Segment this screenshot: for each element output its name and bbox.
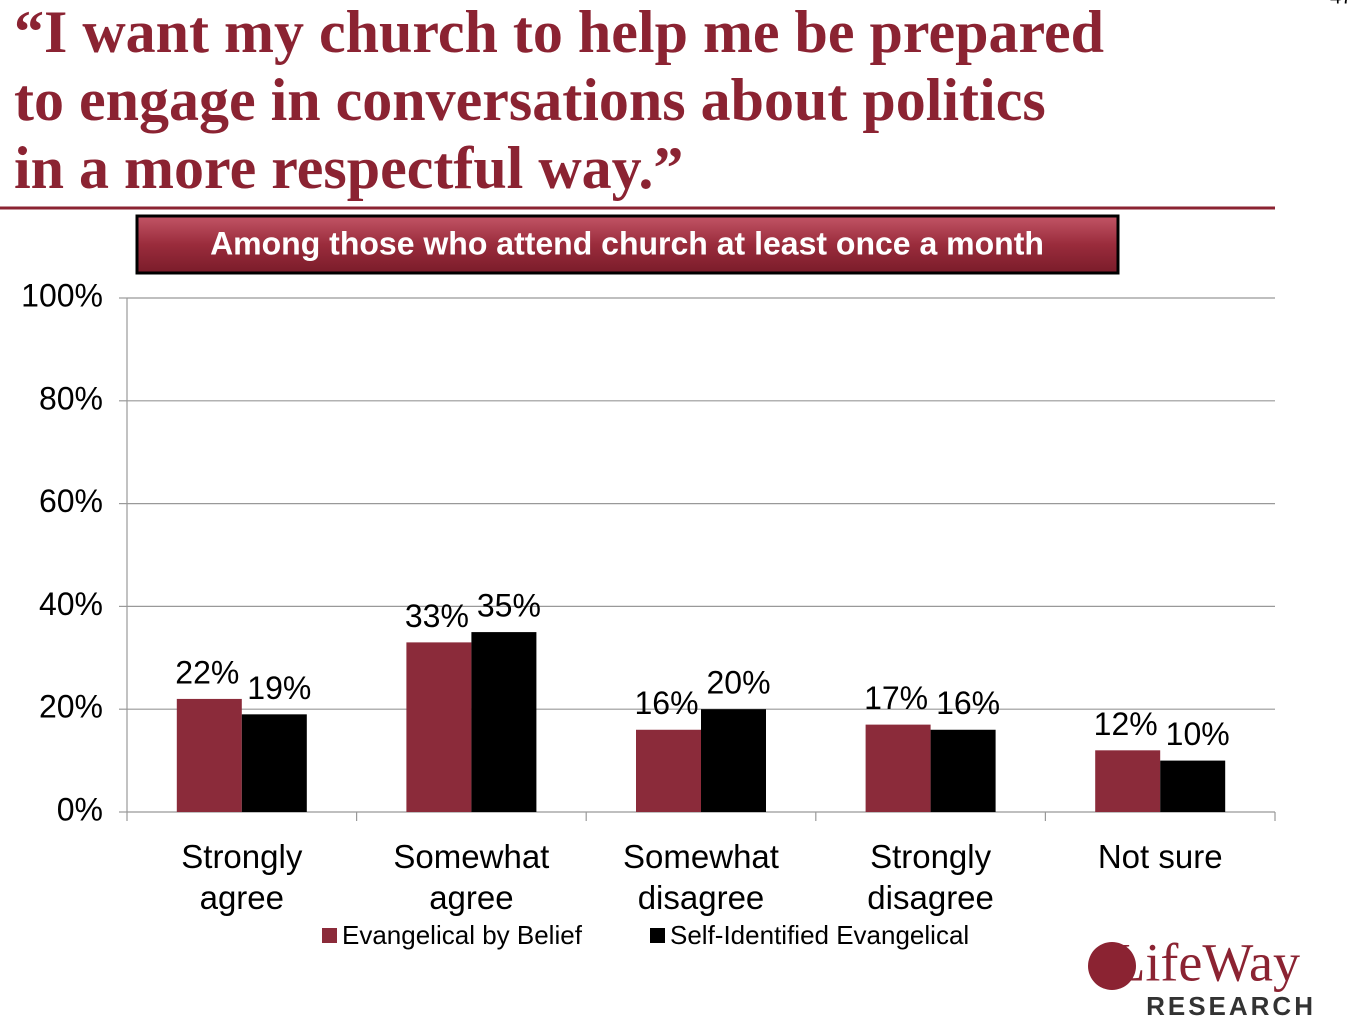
- bar: [930, 729, 996, 812]
- y-tick-label: 60%: [39, 483, 103, 519]
- page-number: 47: [1330, 0, 1352, 8]
- data-label: 16%: [634, 685, 698, 721]
- data-label: 22%: [175, 654, 239, 690]
- x-tick-label: Somewhat agree: [393, 838, 550, 916]
- logo-icon: [1088, 942, 1136, 990]
- bar: [406, 642, 472, 812]
- data-label: 10%: [1166, 716, 1230, 752]
- bar: [471, 632, 537, 812]
- x-tick-label: Not sure: [1097, 838, 1223, 875]
- data-label: 17%: [864, 680, 928, 716]
- subtitle: Among those who attend church at least o…: [210, 225, 1044, 261]
- legend-swatch: [322, 928, 337, 943]
- bar: [1095, 750, 1161, 812]
- legend-swatch: [650, 928, 665, 943]
- bar: [865, 724, 931, 812]
- bar: [636, 729, 701, 812]
- y-tick-label: 20%: [39, 689, 103, 725]
- bar: [701, 709, 766, 812]
- data-label: 20%: [706, 665, 770, 701]
- x-tick-label: Strongly agree: [181, 838, 303, 916]
- logo-name: LifeWay: [1112, 932, 1300, 992]
- data-label: 19%: [247, 670, 311, 706]
- bar: [176, 698, 242, 812]
- subtitle-box: [135, 214, 1120, 275]
- legend-label: Self-Identified Evangelical: [670, 920, 969, 950]
- legend-label: Evangelical by Belief: [342, 920, 583, 950]
- bar: [241, 714, 307, 812]
- x-tick-label: Somewhat disagree: [623, 838, 779, 916]
- bar: [1160, 760, 1226, 812]
- y-tick-label: 100%: [21, 277, 103, 313]
- data-label: 35%: [477, 588, 541, 624]
- y-tick-label: 0%: [57, 791, 103, 827]
- title-line: in a more respectful way.”: [14, 135, 683, 201]
- x-tick-label: Strongly disagree: [867, 838, 994, 916]
- data-label: 12%: [1094, 706, 1158, 742]
- title-line: to engage in conversations about politic…: [14, 67, 1046, 133]
- data-label: 33%: [405, 598, 469, 634]
- y-tick-label: 40%: [39, 586, 103, 622]
- data-label: 16%: [936, 685, 1000, 721]
- logo-tagline: RESEARCH: [1146, 991, 1316, 1021]
- y-tick-label: 80%: [39, 380, 103, 416]
- title-line: “I want my church to help me be prepared: [14, 0, 1104, 65]
